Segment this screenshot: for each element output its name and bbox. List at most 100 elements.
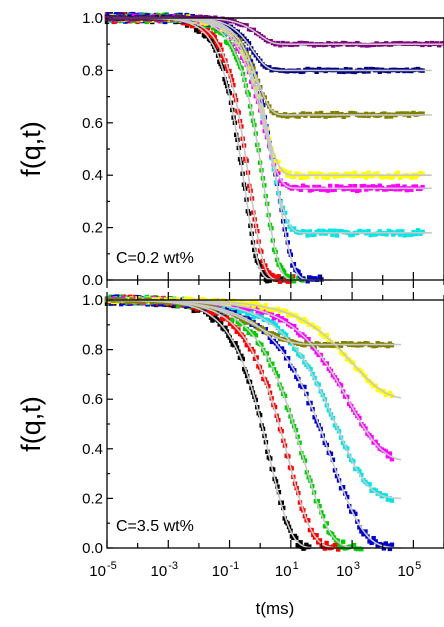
top-series-5-point-76 [276, 170, 281, 175]
top-series-9-point-39 [198, 14, 204, 20]
top-series-4-point-92 [312, 232, 317, 237]
top-series-9-point-58 [244, 23, 249, 28]
top-series-8-point-117 [368, 66, 373, 72]
top-series-5-point-50 [217, 26, 222, 32]
top-y-axis-label: f(q,t) [16, 121, 46, 177]
bottom-series-2-point-140 [359, 546, 364, 552]
bottom-series-3-point-127 [363, 529, 368, 534]
top-series-7-point-130 [397, 111, 403, 116]
top-series-5-point-99 [327, 183, 333, 189]
x-tick-label-4: 103 [336, 560, 360, 580]
top-series-0 [104, 12, 289, 284]
bottom-series-7-point-77 [261, 326, 266, 332]
top-series-0-point-120 [259, 272, 265, 277]
top-series-3-point-6 [113, 12, 119, 17]
bottom-series-7-point-138 [385, 343, 391, 349]
top-series-8-point-120 [375, 67, 380, 72]
top-series-5-point-105 [341, 187, 346, 192]
bottom-series-0-point-133 [296, 543, 302, 548]
top-series-5-point-135 [409, 187, 414, 192]
top-series-5-point-128 [393, 187, 398, 192]
top-series-1-point-130 [277, 279, 283, 284]
top-series-0-point-69 [193, 28, 199, 33]
bottom-concentration-label: C=3.5 wt% [116, 518, 194, 535]
bottom-series-4-point-112 [332, 423, 338, 428]
top-series-7-point-32 [176, 14, 182, 19]
top-series-9-point-70 [273, 42, 278, 47]
bottom-series-2-point-130 [340, 539, 346, 544]
top-series-6-point-94 [316, 171, 322, 176]
top-series-6-point-101 [332, 174, 337, 180]
top-series-8-point-57 [233, 28, 238, 34]
top-series-4-point-104 [339, 229, 344, 234]
bottom-series-0-point-140 [307, 544, 312, 549]
bottom-series-3-point-97 [302, 384, 307, 390]
bottom-series-0-point-93 [239, 353, 244, 359]
top-y-tick-label-5: 1.0 [82, 10, 103, 27]
bottom-series-1-point-132 [324, 540, 329, 546]
top-y-tick-label-4: 0.8 [82, 62, 103, 79]
bottom-series-6-point-72 [251, 304, 256, 309]
top-series-9-point-92 [326, 41, 331, 46]
top-series-6-point-134 [406, 173, 412, 179]
top-series-2 [104, 12, 307, 284]
top-series-9-point-137 [434, 41, 439, 46]
top-series-9-point-81 [299, 40, 305, 46]
bottom-y-ticks: 0.0 0.2 0.4 0.6 0.8 1.0 [82, 292, 113, 557]
bottom-y-tick-label-2: 0.4 [82, 441, 103, 458]
bottom-series-2-point-1 [106, 301, 112, 306]
bottom-series-0-point-131 [294, 535, 299, 541]
bottom-series-2-point-75 [241, 320, 246, 326]
bottom-series-4-point-104 [316, 382, 321, 387]
top-series-6-point-109 [350, 174, 355, 179]
top-series-6-point-91 [309, 171, 315, 177]
top-series-5-point-108 [348, 184, 353, 189]
bottom-series-1-point-138 [334, 542, 339, 548]
top-series-3-point-131 [305, 279, 310, 284]
top-series-6-point-122 [379, 175, 385, 180]
bottom-series-0-point-111 [265, 449, 270, 454]
bottom-series-5-point-140 [389, 456, 395, 462]
bottom-series-6-point-39 [184, 296, 189, 302]
top-series-1-point-85 [217, 42, 223, 47]
top-series-6-point-140 [420, 171, 425, 176]
x-tick-label-1: 10-3 [151, 560, 178, 580]
top-series-5-point-137 [413, 184, 419, 189]
top-series-9-point-104 [355, 40, 360, 46]
bottom-series-3-point-86 [279, 346, 285, 351]
top-series-6-point-124 [384, 174, 389, 180]
top-series-6-point-129 [395, 170, 400, 175]
top-series-4-point-118 [370, 231, 376, 237]
bottom-series-0-point-121 [279, 500, 285, 505]
top-series-2-point-135 [296, 275, 301, 281]
top-series-5-point-86 [298, 187, 304, 192]
top-series-8-point-80 [285, 69, 290, 74]
top-series-5-point-77 [278, 178, 283, 183]
bottom-series-6-point-96 [300, 319, 305, 324]
top-series-0-point-85 [214, 47, 220, 53]
top-series-4-point-138 [415, 228, 421, 233]
bottom-series-5-point-103 [314, 350, 319, 355]
bottom-series-3-point-69 [245, 314, 250, 319]
bottom-series-7-point-84 [275, 333, 281, 339]
top-series-0-point-118 [257, 260, 262, 266]
top-series-9-point-72 [278, 43, 283, 48]
top-series-6-point-89 [305, 174, 310, 180]
top-series-7-point-118 [370, 111, 376, 117]
top-series-7-point-129 [395, 111, 400, 116]
bottom-x-ticks [106, 292, 444, 548]
bottom-y-tick-label-1: 0.2 [82, 490, 103, 507]
top-series-4-point-124 [384, 232, 389, 237]
bottom-series-7-point-115 [338, 343, 344, 348]
top-series-4-point-82 [289, 227, 295, 232]
bottom-series-2-point-98 [282, 393, 288, 399]
bottom-series-2-point-136 [351, 542, 357, 548]
bottom-fit-curve-7 [107, 299, 402, 346]
bottom-series-0-point-73 [210, 318, 215, 323]
bottom-series-1 [104, 294, 343, 552]
top-series-8-point-86 [298, 69, 304, 75]
top-series-8-point-116 [366, 69, 371, 74]
bottom-y-tick-label-0: 0.0 [82, 540, 103, 557]
top-series-7-point-110 [352, 111, 358, 116]
